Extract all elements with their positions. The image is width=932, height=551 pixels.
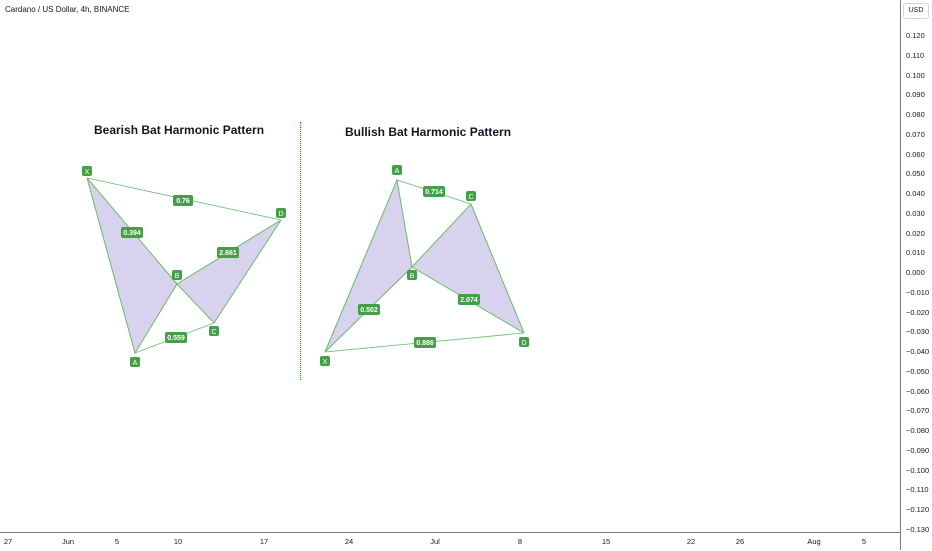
price-tick: 0.090 [906,90,925,100]
bearish-point-c: C [209,326,219,336]
price-tick: −0.090 [906,445,930,455]
bullish-bat-pattern[interactable]: X A B C D 0.502 0.714 2.074 0.886 [320,165,529,366]
time-tick: Aug [807,537,821,546]
svg-text:A: A [133,360,138,367]
time-tick: 8 [517,537,523,546]
price-tick: −0.100 [906,465,930,475]
time-tick: 22 [686,537,696,546]
bullish-point-d: D [519,337,529,347]
bullish-point-a: A [392,165,402,175]
time-tick: 27 [3,537,13,546]
chart-area[interactable]: Cardano / US Dollar, 4h, BINANCE Bearish… [0,0,900,532]
time-tick: 24 [344,537,354,546]
price-tick: −0.040 [906,347,930,356]
svg-text:0.76: 0.76 [176,198,190,205]
price-tick: −0.050 [906,366,930,376]
time-tick: Jun [61,537,75,546]
svg-text:0.714: 0.714 [425,189,443,196]
price-tick: −0.110 [906,485,929,495]
bearish-bat-pattern[interactable]: X A B C D 0.394 0.76 2.661 0.559 [82,166,286,367]
price-tick: −0.070 [906,406,930,416]
price-tick: 0.030 [906,208,925,218]
svg-text:D: D [278,211,283,218]
bullish-pattern-title: Bullish Bat Harmonic Pattern [345,125,512,139]
price-tick: 0.080 [906,110,925,119]
bullish-ratio-ac: 0.714 [423,186,445,197]
bearish-xab-triangle [87,178,177,353]
price-tick: 0.020 [906,228,925,238]
price-tick: 0.070 [906,129,925,139]
price-axis[interactable]: 0.120 0.110 0.100 0.090 0.080 0.070 0.060 0.050… [900,0,932,550]
bullish-ratio-xd: 0.886 [414,337,436,348]
price-tick: −0.120 [906,505,930,514]
bullish-bcd-triangle [412,204,524,333]
time-tick: 5 [861,537,867,546]
bearish-pattern-title: Bearish Bat Harmonic Pattern [94,123,265,137]
bullish-ratio-xb: 0.502 [358,304,380,315]
bullish-point-b: B [407,270,417,280]
time-tick: 5 [114,537,120,546]
svg-text:D: D [521,340,526,347]
svg-text:C: C [468,194,473,201]
svg-text:0.394: 0.394 [123,230,141,237]
bullish-xab-triangle [325,180,412,352]
drawings-layer: X A B C D 0.394 0.76 2.661 0.559 X A B C… [82,165,529,367]
svg-text:A: A [395,168,400,175]
price-tick: 0.040 [906,189,925,198]
svg-text:0.559: 0.559 [167,335,185,342]
bearish-point-d: D [276,208,286,218]
time-tick: Jul [430,537,440,546]
price-tick: 0.000 [906,268,925,277]
svg-text:2.661: 2.661 [219,250,237,257]
price-tick: −0.060 [906,386,930,396]
svg-text:X: X [323,359,328,366]
svg-text:0.502: 0.502 [360,307,378,314]
time-tick: 26 [735,537,745,546]
time-tick: 17 [259,537,269,546]
time-tick: 15 [601,537,611,546]
svg-text:B: B [410,273,415,280]
bearish-bcd-triangle [177,220,281,323]
price-tick: −0.010 [906,287,930,297]
price-tick: −0.030 [906,327,930,337]
price-tick: 0.060 [906,149,925,159]
price-tick: 0.110 [906,50,925,60]
price-tick: −0.020 [906,307,930,317]
bearish-ratio-xd: 0.76 [173,195,193,206]
bearish-ratio-xb: 0.394 [121,227,143,238]
bullish-point-x: X [320,356,330,366]
svg-text:2.074: 2.074 [460,297,478,304]
svg-text:C: C [211,329,216,336]
bullish-ratio-bd: 2.074 [458,294,480,305]
bearish-point-b: B [172,270,182,280]
time-tick: 10 [173,537,183,546]
price-tick: −0.130 [906,524,930,534]
bearish-ratio-bd: 2.661 [217,247,239,258]
price-tick: 0.050 [906,169,925,179]
svg-text:X: X [85,169,90,176]
divider-line [300,122,301,380]
price-tick: 0.120 [906,31,925,40]
currency-button[interactable]: USD [903,3,929,19]
time-axis[interactable]: 27 Jun 5 10 17 24 Jul 8 15 22 26 Aug 5 [0,532,900,551]
price-tick: −0.080 [906,426,930,435]
symbol-title: Cardano / US Dollar, 4h, BINANCE [5,5,130,14]
bullish-point-c: C [466,191,476,201]
bearish-ratio-ac: 0.559 [165,332,187,343]
price-tick: 0.100 [906,70,925,80]
svg-text:B: B [175,273,180,280]
svg-text:0.886: 0.886 [416,340,434,347]
bearish-point-a: A [130,357,140,367]
bearish-point-x: X [82,166,92,176]
price-tick: 0.010 [906,248,925,258]
